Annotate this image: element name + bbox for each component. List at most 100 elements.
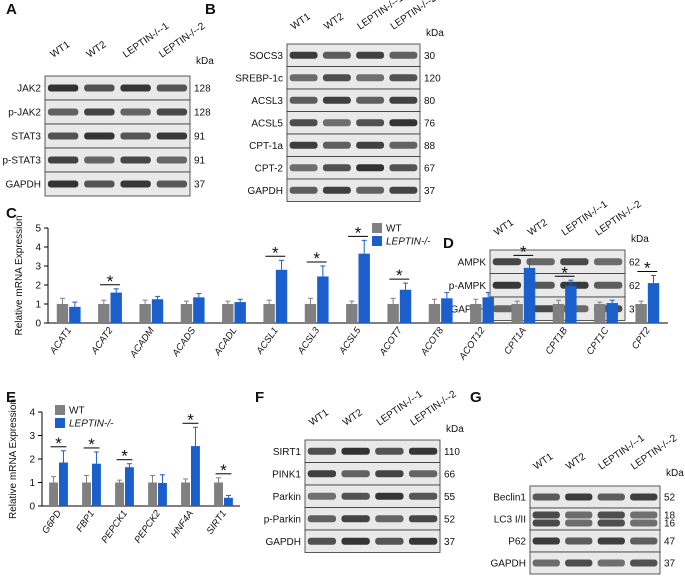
row-label: ACSL3 xyxy=(251,96,283,107)
unit-label: kDa xyxy=(631,234,649,245)
band xyxy=(408,492,438,500)
band xyxy=(307,515,337,523)
error-bar xyxy=(237,298,243,303)
band xyxy=(389,96,418,104)
band xyxy=(356,51,385,59)
error-bar xyxy=(84,474,90,483)
band xyxy=(630,537,658,545)
kda-label: 128 xyxy=(194,108,211,119)
legend-swatch xyxy=(372,236,382,246)
x-tick-label: ACADL xyxy=(212,325,240,358)
lane-label: WT1 xyxy=(492,217,516,238)
error-bar xyxy=(155,295,161,300)
x-tick-label: PEPCK2 xyxy=(132,508,163,546)
band xyxy=(356,96,385,104)
band xyxy=(322,74,351,82)
band xyxy=(408,537,438,545)
error-bar xyxy=(183,300,189,304)
significance-star: * xyxy=(520,242,527,261)
band xyxy=(47,84,79,92)
band xyxy=(492,258,522,266)
y-tick-label: 3 xyxy=(35,262,41,273)
band xyxy=(289,119,318,127)
band xyxy=(375,470,404,478)
lane-label: WT1 xyxy=(532,451,556,472)
bar xyxy=(158,482,167,506)
kda-label: 18 xyxy=(664,511,676,522)
kda-label: 120 xyxy=(424,73,441,84)
band xyxy=(408,470,438,478)
error-bar xyxy=(216,477,222,483)
band xyxy=(307,470,337,478)
band xyxy=(597,493,625,501)
error-bar xyxy=(444,292,450,299)
lane-label: WT2 xyxy=(341,407,365,428)
band xyxy=(289,96,318,104)
band xyxy=(120,156,151,164)
band xyxy=(322,96,351,104)
error-bar xyxy=(638,300,644,304)
error-bar xyxy=(597,301,603,304)
bar xyxy=(151,299,164,323)
band xyxy=(341,470,370,478)
band xyxy=(375,515,404,523)
error-bar xyxy=(279,259,285,270)
error-bar xyxy=(196,293,202,298)
band xyxy=(408,515,438,523)
error-bar xyxy=(431,298,437,304)
band xyxy=(375,537,404,545)
x-tick-label: G6PD xyxy=(40,508,64,536)
significance-star: * xyxy=(313,249,320,268)
panel-label: B xyxy=(205,1,216,18)
y-tick-label: 4 xyxy=(29,408,35,419)
row-label: Beclin1 xyxy=(493,493,526,504)
error-bar xyxy=(403,282,409,290)
bar xyxy=(263,304,275,323)
kda-label: 16 xyxy=(664,518,676,529)
panel-label: C xyxy=(6,205,17,222)
error-bar xyxy=(527,258,533,268)
error-bar xyxy=(142,299,148,304)
kda-label: 30 xyxy=(424,51,436,62)
band xyxy=(322,164,351,172)
band xyxy=(565,559,593,567)
significance-star: * xyxy=(107,272,114,291)
error-bar xyxy=(266,299,272,304)
band xyxy=(356,74,385,82)
kda-label: 55 xyxy=(444,492,456,503)
blot-strip xyxy=(286,178,421,202)
error-bar xyxy=(307,297,313,304)
x-tick-label: ACOT7 xyxy=(377,325,405,359)
significance-star: * xyxy=(561,263,568,282)
row-label: GAPDH xyxy=(247,186,283,197)
lane-label: WT2 xyxy=(85,39,109,60)
band xyxy=(356,119,385,127)
bar xyxy=(594,304,606,323)
x-tick-label: ACOT12 xyxy=(457,325,488,363)
error-bar xyxy=(117,479,123,483)
band xyxy=(84,156,115,164)
row-label: P62 xyxy=(508,537,526,548)
x-tick-label: ACAT1 xyxy=(47,325,74,357)
band xyxy=(120,132,151,140)
row-label: GAPDH xyxy=(490,559,526,570)
panel-label: E xyxy=(6,389,16,406)
band xyxy=(597,537,625,545)
bar xyxy=(552,304,565,323)
x-tick-label: CPT1B xyxy=(544,325,571,357)
kda-label: 76 xyxy=(424,118,436,129)
bar xyxy=(193,297,205,323)
error-bar xyxy=(113,288,119,293)
row-label: CPT-1a xyxy=(249,141,283,152)
bar xyxy=(115,482,124,506)
band xyxy=(560,258,589,266)
row-label: SOCS3 xyxy=(249,51,283,62)
bar xyxy=(358,253,370,323)
kda-label: 37 xyxy=(444,537,456,548)
legend-swatch xyxy=(372,223,382,233)
band xyxy=(322,51,351,59)
significance-star: * xyxy=(396,266,403,285)
band xyxy=(375,492,404,500)
band xyxy=(47,156,79,164)
